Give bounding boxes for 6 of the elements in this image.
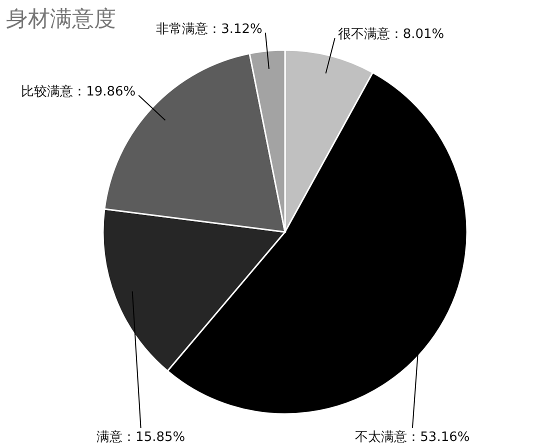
slice-label: 比较满意：19.86% xyxy=(21,84,136,100)
slice-label: 不太满意：53.16% xyxy=(355,430,470,443)
chart-title: 身材满意度 xyxy=(6,7,116,32)
slice-label: 非常满意：3.12% xyxy=(156,22,262,37)
slice-label: 很不满意：8.01% xyxy=(338,27,444,42)
slice-label: 满意：15.85% xyxy=(96,430,186,443)
